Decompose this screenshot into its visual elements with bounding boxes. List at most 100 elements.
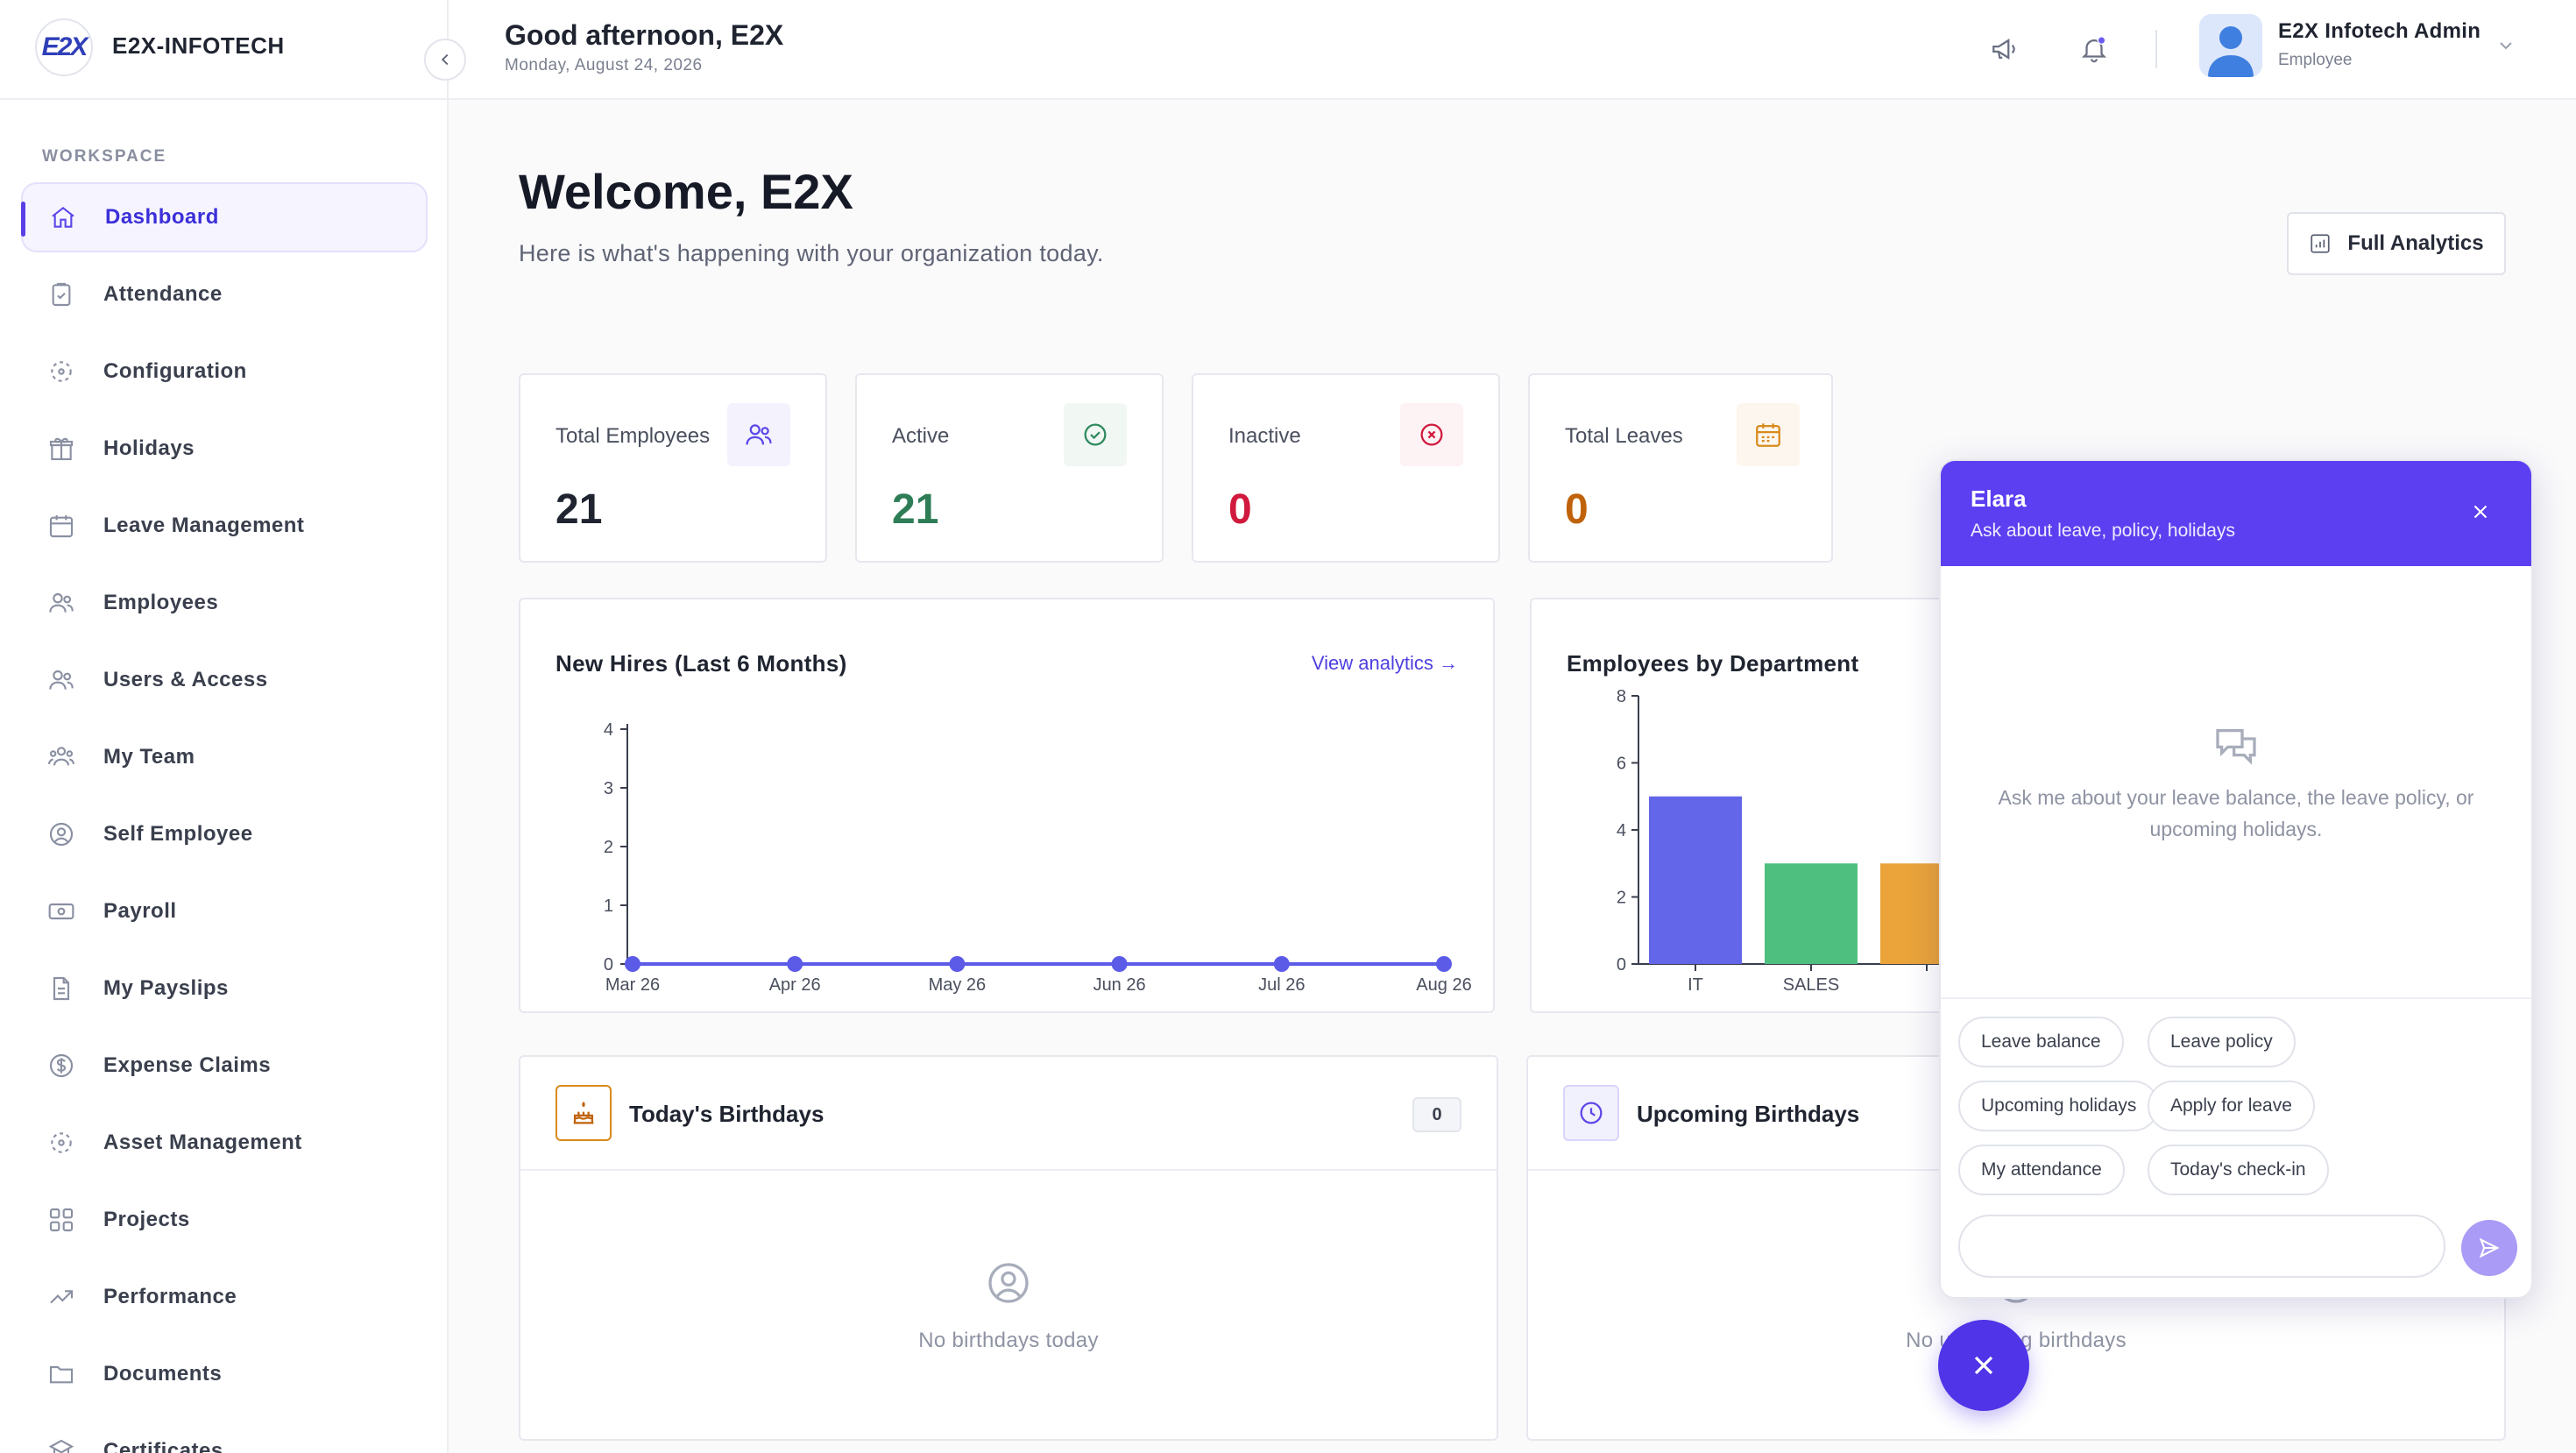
- chip-leave-policy[interactable]: Leave policy: [2148, 1017, 2296, 1067]
- page-subtitle: Here is what's happening with your organ…: [519, 240, 1104, 266]
- document-icon: [46, 973, 77, 1004]
- sidebar-item-users-access[interactable]: Users & Access: [21, 645, 428, 715]
- sidebar-item-label: Projects: [103, 1208, 190, 1231]
- users-icon: [46, 587, 77, 619]
- user-circle-icon: [46, 819, 77, 850]
- certificate-icon: [46, 1435, 77, 1453]
- stat-card-total-employees[interactable]: Total Employees 21: [519, 373, 827, 563]
- sidebar-item-my-team[interactable]: My Team: [21, 722, 428, 792]
- sidebar-item-label: Documents: [103, 1362, 223, 1386]
- close-icon: [2473, 505, 2488, 519]
- todays-birthdays-title: Today's Birthdays: [629, 1101, 824, 1127]
- sidebar-item-label: Dashboard: [105, 205, 219, 229]
- new-hires-chart: 0 1 2 3 4 Mar 26 Apr 26 May 26 Jun 26 Jul 26 Aug 2…: [604, 720, 1472, 995]
- stat-value: 0: [1565, 486, 1589, 533]
- sidebar-item-expense-claims[interactable]: Expense Claims: [21, 1031, 428, 1101]
- chat-panel: Elara Ask about leave, policy, holidays …: [1939, 459, 2533, 1299]
- stat-label: Total Employees: [556, 424, 711, 448]
- chat-bubble-icon: [2212, 720, 2261, 774]
- sidebar-item-asset-management[interactable]: Asset Management: [21, 1108, 428, 1178]
- sidebar-item-documents[interactable]: Documents: [21, 1339, 428, 1409]
- sidebar-item-projects[interactable]: Projects: [21, 1185, 428, 1255]
- user-circle-icon: [984, 1258, 1033, 1312]
- chip-todays-check-in[interactable]: Today's check-in: [2148, 1145, 2329, 1195]
- sidebar-item-label: My Team: [103, 745, 195, 769]
- chat-header: Elara Ask about leave, policy, holidays: [1941, 461, 2531, 566]
- header-divider: [2155, 30, 2157, 68]
- settings-dashed-icon: [46, 356, 77, 387]
- chip-apply-for-leave[interactable]: Apply for leave: [2148, 1081, 2315, 1131]
- stat-card-inactive[interactable]: Inactive 0: [1192, 373, 1500, 563]
- y-tick-label: 1: [604, 897, 613, 916]
- birthday-count-badge: 0: [1412, 1097, 1461, 1132]
- check-circle-icon: [1064, 403, 1127, 466]
- chat-message-input[interactable]: [1958, 1215, 2445, 1278]
- notifications-button[interactable]: [2075, 30, 2113, 68]
- suggestion-chips: Leave balance Leave policy Upcoming holi…: [1941, 997, 2531, 1195]
- send-button[interactable]: [2461, 1220, 2517, 1276]
- sidebar-item-label: Holidays: [103, 436, 195, 460]
- current-date: Monday, August 24, 2026: [505, 56, 703, 74]
- chat-toggle-button[interactable]: [1938, 1320, 2029, 1411]
- user-menu[interactable]: E2X Infotech Admin Employee: [2189, 9, 2562, 91]
- user-access-icon: [46, 664, 77, 696]
- home-icon: [47, 202, 79, 233]
- sidebar-item-self-employee[interactable]: Self Employee: [21, 799, 428, 869]
- stat-card-active[interactable]: Active 21: [855, 373, 1164, 563]
- sidebar-collapse-button[interactable]: [424, 39, 466, 81]
- x-circle-icon: [1400, 403, 1463, 466]
- sidebar-item-label: Expense Claims: [103, 1053, 272, 1077]
- y-tick-label: 0: [604, 955, 613, 975]
- chip-my-attendance[interactable]: My attendance: [1958, 1145, 2125, 1195]
- sidebar-item-holidays[interactable]: Holidays: [21, 414, 428, 484]
- banknote-icon: [46, 896, 77, 927]
- sidebar-item-configuration[interactable]: Configuration: [21, 337, 428, 407]
- brand-logo[interactable]: E2X: [35, 18, 93, 76]
- sidebar-item-label: Certificates: [103, 1439, 223, 1453]
- data-point: [949, 956, 966, 972]
- sidebar-item-payroll[interactable]: Payroll: [21, 876, 428, 946]
- avatar: [2199, 14, 2262, 77]
- sidebar-item-my-payslips[interactable]: My Payslips: [21, 953, 428, 1024]
- full-analytics-button[interactable]: Full Analytics: [2287, 212, 2506, 275]
- sidebar-item-leave-management[interactable]: Leave Management: [21, 491, 428, 561]
- chat-empty-message: Ask me about your leave balance, the lea…: [1998, 786, 2474, 840]
- data-point: [787, 956, 803, 972]
- sidebar-item-attendance[interactable]: Attendance: [21, 259, 428, 330]
- stat-card-total-leaves[interactable]: Total Leaves 0: [1528, 373, 1833, 563]
- gift-icon: [46, 433, 77, 464]
- grid-icon: [46, 1204, 77, 1236]
- page-title: Welcome, E2X: [519, 164, 853, 219]
- sidebar-item-dashboard[interactable]: Dashboard: [21, 182, 428, 252]
- data-point: [1111, 956, 1128, 972]
- x-tick-label: Apr 26: [769, 975, 821, 995]
- sidebar-item-certificates[interactable]: Certificates: [21, 1416, 428, 1453]
- sidebar-item-employees[interactable]: Employees: [21, 568, 428, 638]
- chip-upcoming-holidays[interactable]: Upcoming holidays: [1958, 1081, 2160, 1131]
- todays-birthdays-card: Today's Birthdays 0 No birthdays today: [519, 1055, 1498, 1441]
- chat-close-button[interactable]: [2465, 496, 2496, 528]
- users-icon: [727, 403, 790, 466]
- stat-value: 0: [1228, 486, 1252, 533]
- team-icon: [46, 741, 77, 773]
- view-analytics-link[interactable]: View analytics →: [1311, 652, 1458, 674]
- upcoming-birthdays-title: Upcoming Birthdays: [1637, 1101, 1860, 1127]
- x-tick-label: IT: [1688, 975, 1703, 995]
- announcement-button[interactable]: [1985, 30, 2024, 68]
- asset-icon: [46, 1127, 77, 1159]
- stat-label: Total Leaves: [1565, 424, 1683, 448]
- trending-up-icon: [46, 1281, 77, 1313]
- x-tick-label: Jun 26: [1093, 975, 1146, 995]
- y-tick-label: 4: [604, 720, 613, 740]
- x-tick-label: SALES: [1783, 975, 1839, 995]
- chevron-down-icon: [2495, 35, 2516, 60]
- sidebar-nav: Dashboard Attendance Configuration Holid…: [21, 182, 428, 1453]
- chip-leave-balance[interactable]: Leave balance: [1958, 1017, 2124, 1067]
- calendar-icon: [46, 510, 77, 542]
- bell-icon: [2081, 36, 2107, 63]
- empty-state-text: No birthdays today: [918, 1329, 1099, 1352]
- stat-label: Active: [892, 424, 950, 448]
- cake-icon: [556, 1085, 612, 1141]
- sidebar-item-performance[interactable]: Performance: [21, 1262, 428, 1332]
- sidebar-item-label: Payroll: [103, 899, 177, 923]
